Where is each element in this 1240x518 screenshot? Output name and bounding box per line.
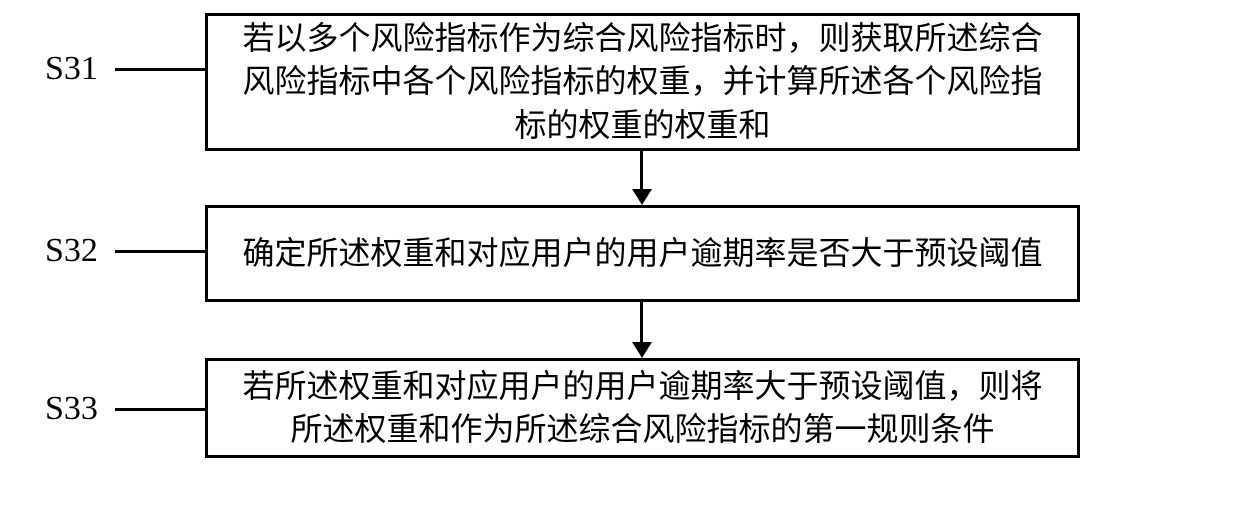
connector-s32 (115, 250, 205, 253)
step-text-s33: 若所述权重和对应用户的用户逾期率大于预设阈值，则将所述权重和作为所述综合风险指标… (228, 365, 1057, 451)
connector-s33 (115, 408, 205, 411)
step-text-s31: 若以多个风险指标作为综合风险指标时，则获取所述综合风险指标中各个风险指标的权重，… (228, 17, 1057, 147)
arrow-head-1 (632, 189, 652, 205)
step-box-s31: 若以多个风险指标作为综合风险指标时，则获取所述综合风险指标中各个风险指标的权重，… (205, 13, 1080, 151)
flowchart-container: S31 若以多个风险指标作为综合风险指标时，则获取所述综合风险指标中各个风险指标… (0, 0, 1240, 518)
label-text-s32: S32 (45, 232, 98, 269)
step-label-s31: S31 (45, 50, 98, 88)
arrow-head-2 (632, 342, 652, 358)
step-box-s33: 若所述权重和对应用户的用户逾期率大于预设阈值，则将所述权重和作为所述综合风险指标… (205, 358, 1080, 458)
label-text-s31: S31 (45, 50, 98, 87)
step-label-s32: S32 (45, 232, 98, 270)
arrow-line-1 (640, 151, 643, 189)
arrow-line-2 (640, 302, 643, 342)
step-text-s32: 确定所述权重和对应用户的用户逾期率是否大于预设阈值 (242, 232, 1042, 275)
label-text-s33: S33 (45, 390, 98, 427)
connector-s31 (115, 68, 205, 71)
step-label-s33: S33 (45, 390, 98, 428)
step-box-s32: 确定所述权重和对应用户的用户逾期率是否大于预设阈值 (205, 205, 1080, 302)
